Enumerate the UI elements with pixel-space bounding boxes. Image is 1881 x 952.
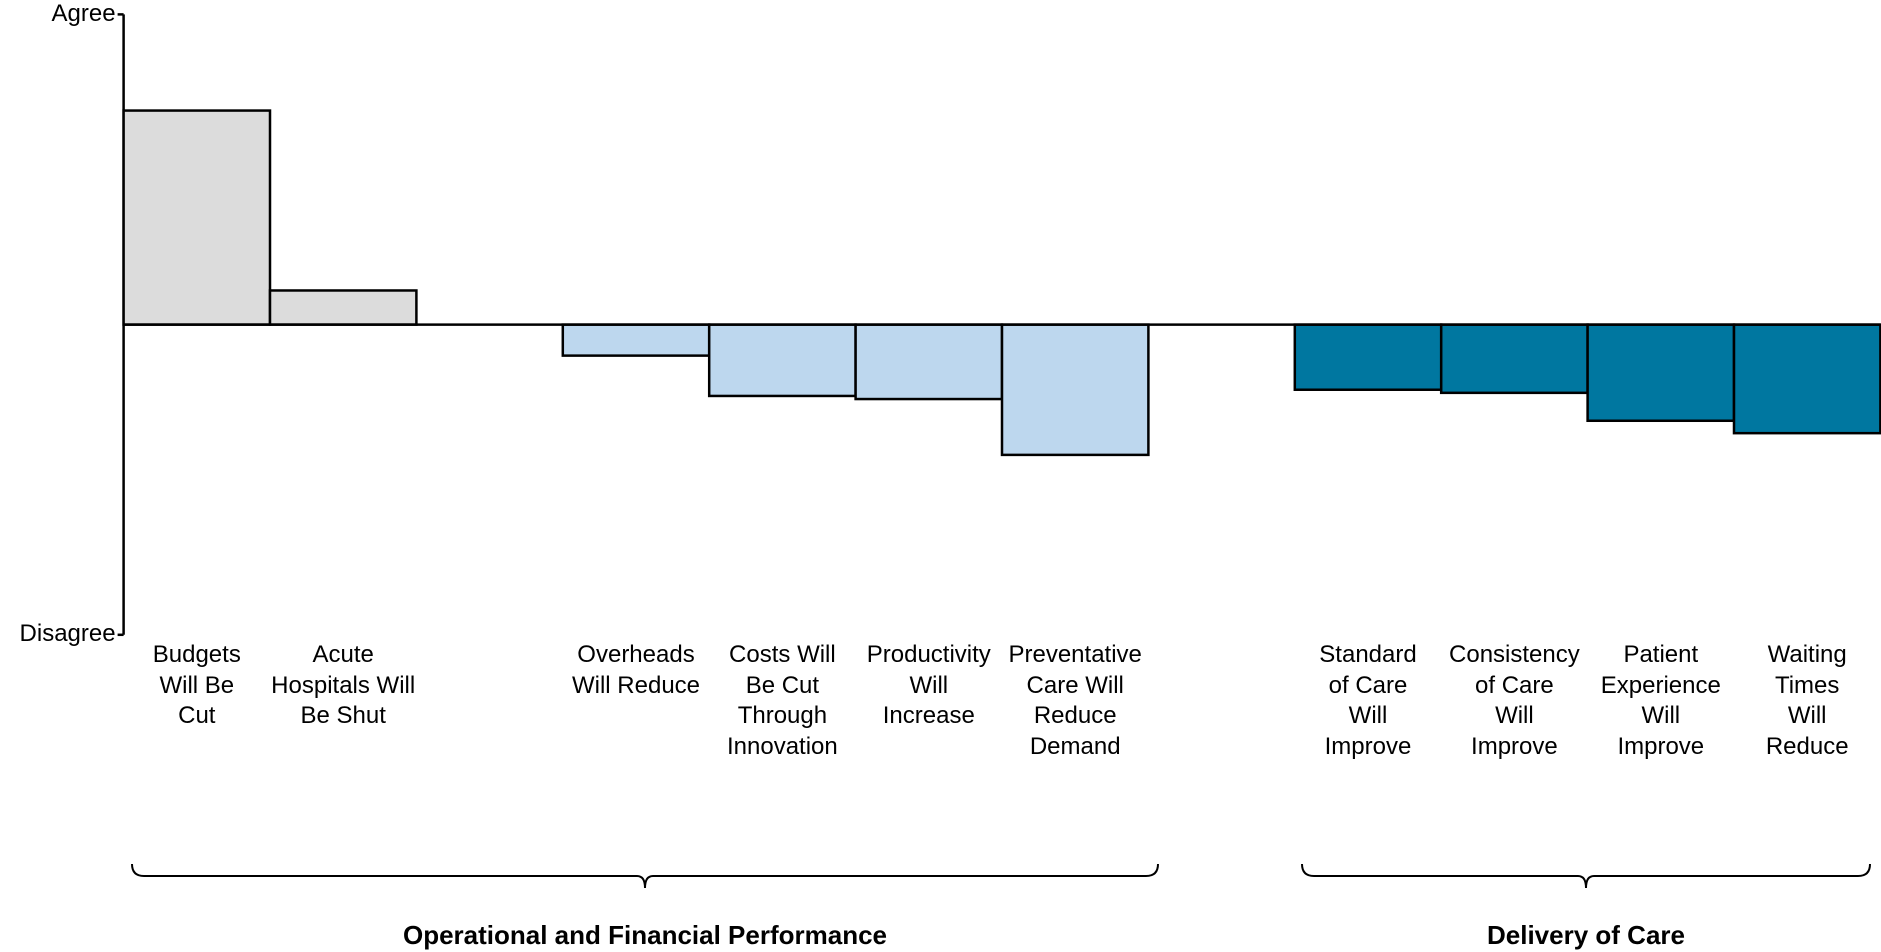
bar [1293, 323, 1443, 391]
x-tick-label: Standard of Care Will Improve [1319, 641, 1417, 760]
bar [1586, 323, 1736, 423]
x-tick-label: Consistency of Care Will Improve [1449, 641, 1580, 760]
bar [122, 109, 272, 326]
bar [707, 323, 857, 398]
group-label: Operational and Financial Performance [403, 920, 887, 950]
group-label: Delivery of Care [1487, 920, 1685, 950]
bar [1439, 323, 1589, 395]
x-tick-label: Patient Experience Will Improve [1600, 641, 1721, 760]
x-tick-label: Acute Hospitals Will Be Shut [271, 641, 416, 730]
x-tick-label: Productivity Will Increase [866, 641, 991, 730]
y-tick-label: Agree [52, 0, 116, 27]
group-brace [1301, 863, 1871, 889]
bar [268, 289, 418, 326]
x-tick-label: Budgets Will Be Cut [152, 641, 241, 730]
y-tick-label: Disagree [20, 620, 116, 647]
x-tick-label: Preventative Care Will Reduce Demand [1008, 641, 1142, 760]
bar [1000, 323, 1150, 457]
bar [854, 323, 1004, 401]
bar [561, 323, 711, 357]
x-tick-label: Waiting Times Will Reduce [1765, 641, 1849, 760]
x-tick-label: Costs Will Be Cut Through Innovation [727, 641, 838, 760]
x-tick-label: Overheads Will Reduce [571, 641, 701, 699]
group-brace [131, 863, 1159, 889]
bar [1732, 323, 1881, 435]
